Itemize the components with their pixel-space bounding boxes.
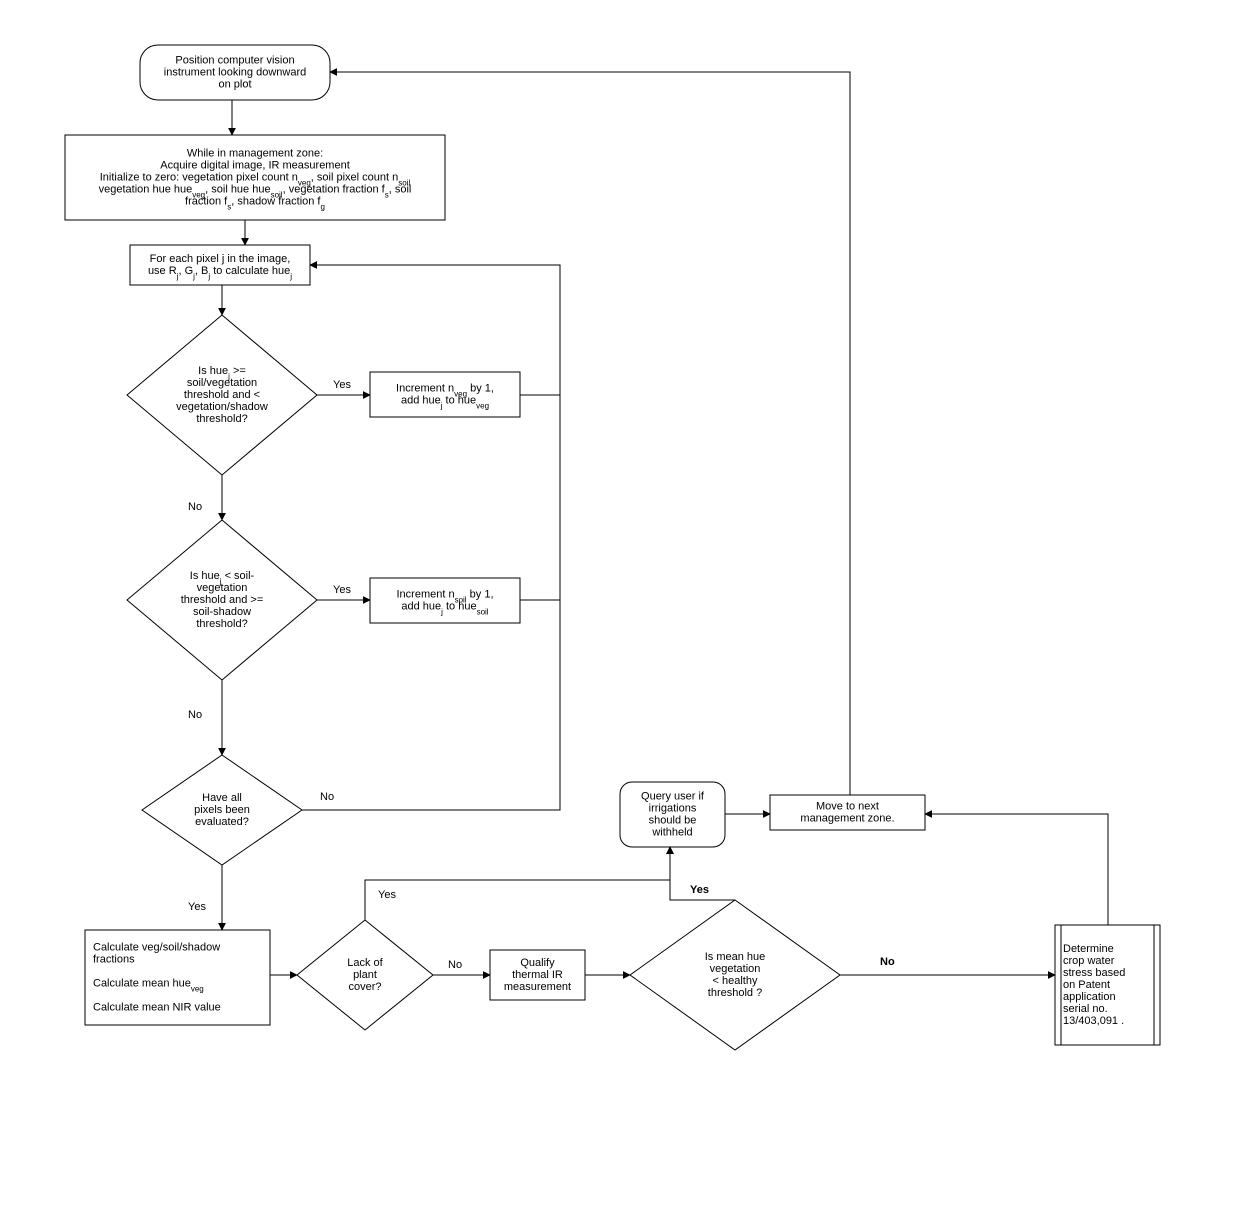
svg-text:Yes: Yes xyxy=(188,901,206,913)
svg-text:No: No xyxy=(448,959,462,971)
svg-text:Yes: Yes xyxy=(690,884,709,896)
svg-text:Is mean huevegetation< healthy: Is mean huevegetation< healthythreshold … xyxy=(705,951,766,999)
svg-text:No: No xyxy=(880,956,895,968)
svg-text:No: No xyxy=(188,709,202,721)
svg-text:No: No xyxy=(320,791,334,803)
svg-text:Yes: Yes xyxy=(333,379,351,391)
svg-text:Yes: Yes xyxy=(378,889,396,901)
svg-text:No: No xyxy=(188,501,202,513)
svg-text:For each pixel j in the image,: For each pixel j in the image,use Rj, Gj… xyxy=(148,253,292,281)
svg-text:Have allpixels beenevaluated?: Have allpixels beenevaluated? xyxy=(194,792,250,828)
svg-text:Yes: Yes xyxy=(333,584,351,596)
